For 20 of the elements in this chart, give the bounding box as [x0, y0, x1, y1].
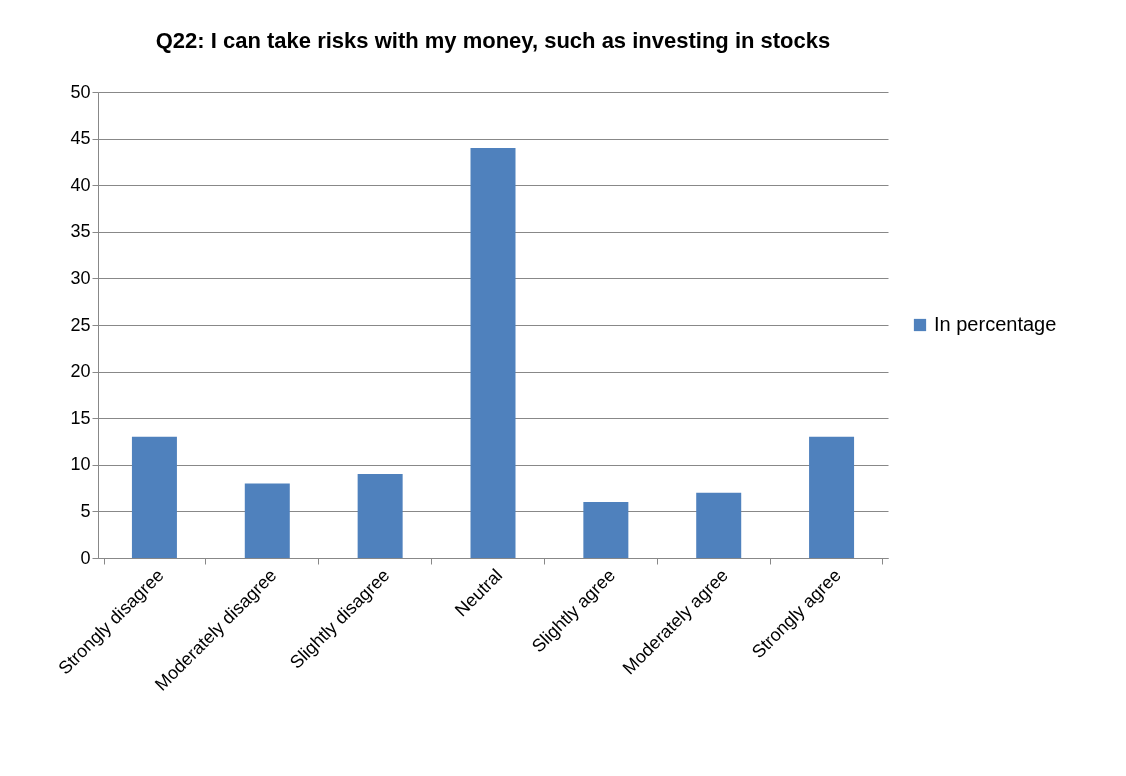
bar	[244, 483, 290, 558]
y-tick-label: 35	[70, 221, 91, 242]
bar	[583, 502, 629, 558]
y-tick-label: 5	[80, 500, 91, 521]
y-tick-label: 40	[70, 174, 91, 195]
bar	[696, 492, 742, 558]
y-tick-label: 50	[70, 81, 91, 102]
bar	[470, 147, 516, 558]
bar	[809, 436, 855, 558]
y-tick-label: 0	[80, 547, 91, 568]
y-tick-label: 30	[70, 267, 91, 288]
bar	[357, 474, 403, 558]
chart-title: Q22: I can take risks with my money, such as investing in stocks	[155, 28, 831, 53]
bar	[131, 436, 177, 558]
y-tick-label: 25	[70, 314, 91, 335]
y-tick-label: 15	[70, 407, 91, 428]
y-tick-label: 10	[70, 454, 91, 475]
y-tick-label: 20	[70, 361, 91, 382]
y-tick-label: 45	[70, 128, 91, 149]
legend-label: In percentage	[934, 313, 1057, 335]
